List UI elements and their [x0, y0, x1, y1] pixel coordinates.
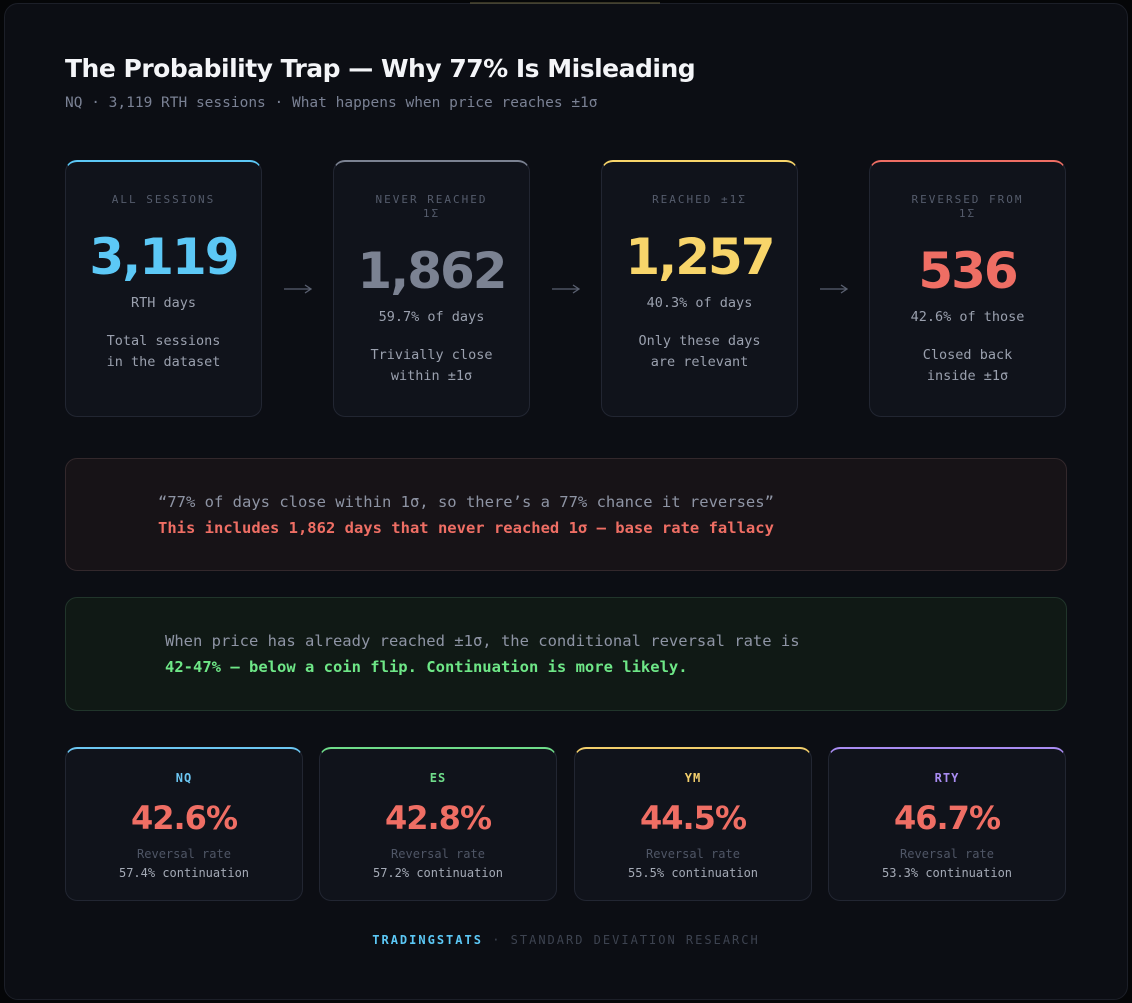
reversal-rate: 42.6%: [130, 799, 238, 837]
funnel-card: REVERSED FROM 1Σ 536 42.6% of those Closed …: [869, 160, 1066, 417]
funnel-card: NEVER REACHED 1Σ 1,862 59.7% of days Trivia…: [333, 160, 530, 417]
insight-box: When price has already reached ±1σ, the …: [65, 597, 1067, 711]
insight-highlight: 42-47% — below a coin flip. Continuation…: [165, 658, 688, 676]
subtitle: NQ · 3,119 RTH sessions · What happens w…: [65, 95, 598, 111]
reversal-rate: 44.5%: [639, 799, 747, 837]
card-unit: 42.6% of those: [910, 309, 1025, 325]
card-description: Trivially close within ±1σ: [370, 347, 493, 384]
card-value: 3,119: [89, 228, 239, 286]
misconception-box: “77% of days close within 1σ, so there’s…: [65, 458, 1067, 571]
instrument-symbol: YM: [684, 771, 702, 785]
card-label: REVERSED FROM 1Σ: [911, 193, 1024, 220]
funnel-card: ALL SESSIONS 3,119 RTH days Total sessions …: [65, 160, 262, 417]
instrument-symbol: NQ: [175, 771, 193, 785]
footer: TRADINGSTATS · STANDARD DEVIATION RESEAR…: [0, 933, 1132, 947]
misconception-quote: “77% of days close within 1σ, so there’s…: [158, 493, 774, 511]
card-unit: RTH days: [130, 295, 197, 311]
instrument-card: ES 42.8% Reversal rate 57.2% continuation: [319, 747, 557, 901]
continuation: 57.2% continuation: [372, 866, 504, 880]
card-value: 536: [918, 242, 1018, 300]
funnel-card: REACHED ±1Σ 1,257 40.3% of days Only these …: [601, 160, 798, 417]
card-label: ALL SESSIONS: [111, 193, 216, 206]
footer-separator: ·: [492, 933, 502, 947]
reversal-rate: 42.8%: [384, 799, 492, 837]
rate-label: Reversal rate: [137, 847, 231, 861]
card-label: NEVER REACHED 1Σ: [375, 193, 488, 220]
continuation: 53.3% continuation: [881, 866, 1013, 880]
title: The Probability Trap — Why 77% Is Mislea…: [65, 54, 696, 83]
card-unit: 59.7% of days: [378, 309, 485, 325]
card-unit: 40.3% of days: [646, 295, 753, 311]
instrument-symbol: ES: [429, 771, 447, 785]
rate-label: Reversal rate: [391, 847, 485, 861]
card-value: 1,862: [357, 242, 507, 300]
footer-brand: TRADINGSTATS: [372, 933, 483, 947]
instrument-symbol: RTY: [934, 771, 960, 785]
instrument-card: YM 44.5% Reversal rate 55.5% continuation: [574, 747, 812, 901]
reversal-rate: 46.7%: [893, 799, 1001, 837]
card-label: REACHED ±1Σ: [652, 193, 747, 206]
card-description: Closed back inside ±1σ: [922, 347, 1013, 384]
card-value: 1,257: [625, 228, 775, 286]
card-description: Total sessions in the dataset: [106, 333, 221, 370]
instrument-card: NQ 42.6% Reversal rate 57.4% continuation: [65, 747, 303, 901]
continuation: 55.5% continuation: [627, 866, 759, 880]
rate-label: Reversal rate: [646, 847, 740, 861]
card-description: Only these days are relevant: [638, 333, 761, 370]
instrument-card: RTY 46.7% Reversal rate 53.3% continuation: [828, 747, 1066, 901]
misconception-correction: This includes 1,862 days that never reac…: [158, 519, 774, 537]
continuation: 57.4% continuation: [118, 866, 250, 880]
footer-tagline: STANDARD DEVIATION RESEARCH: [510, 933, 760, 947]
insight-text: When price has already reached ±1σ, the …: [165, 632, 800, 650]
rate-label: Reversal rate: [900, 847, 994, 861]
